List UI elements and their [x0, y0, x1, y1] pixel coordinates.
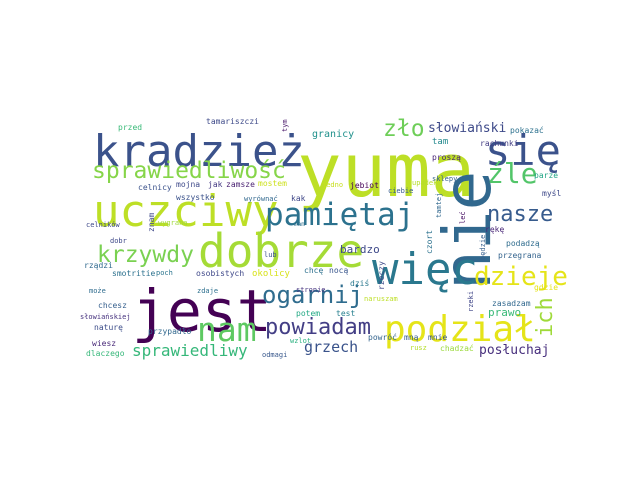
word-ich: ich — [533, 297, 558, 337]
word-parze: parze — [534, 171, 559, 180]
word-stronie: stronie — [296, 286, 326, 294]
word-zamsze: zamsze — [226, 180, 255, 189]
word-sprawiedliwy: sprawiedliwy — [132, 341, 248, 360]
word-reke: rękę — [485, 225, 505, 234]
word-przypadlo: przypadło — [148, 327, 192, 336]
word-podzial: podział — [384, 309, 536, 350]
word-zlo: zło — [383, 116, 425, 142]
word-bardzo: bardzo — [340, 243, 380, 256]
word-czort: czort — [425, 229, 434, 254]
word-jak: jak — [208, 180, 223, 189]
word-pokazac: pokazać — [510, 126, 544, 135]
word-rusz: rusz — [410, 344, 427, 352]
word-podadza: podadzą — [506, 239, 540, 248]
word-yuma: yuma — [297, 128, 476, 214]
word-prosza: proszą — [432, 153, 461, 162]
word-okolicy: okolicy — [252, 269, 290, 279]
word-powiadam: powiadam — [265, 315, 371, 340]
word-chce: chcę — [304, 266, 324, 275]
word-wszystko: wszystko — [176, 193, 215, 202]
word-test: test — [336, 309, 356, 318]
word-noca: nocą — [329, 266, 349, 275]
word-wzlot: wzlot — [290, 337, 312, 345]
word-potem: potem — [296, 309, 321, 318]
word-tamariszczi: tamariszczi — [206, 117, 259, 126]
word-nature: naturę — [94, 323, 123, 332]
word-tamtej: tamtej — [435, 192, 443, 218]
word-granicy: granicy — [312, 129, 355, 140]
word-rzadzi: rządzi — [84, 261, 113, 270]
word-chadzac: chadzać — [440, 344, 474, 353]
word-mnie: mnie — [428, 333, 448, 342]
word-zdaje: zdaje — [197, 287, 219, 295]
word-naruszam: naruszam — [364, 295, 398, 303]
word-jedno: jedno — [322, 181, 344, 189]
word-jebiot: jebiot — [350, 181, 379, 190]
word-pamietaj: pamiętaj — [265, 197, 415, 233]
word-chcesz: chcesz — [98, 301, 127, 310]
word-odmagi: odmagi — [262, 351, 288, 359]
word-bedzie: będzie — [479, 234, 487, 260]
word-nam: nam — [197, 310, 257, 349]
word-dobr: dobr — [110, 237, 127, 245]
word-slowianski: słowiański — [428, 121, 507, 136]
word-znam: znam — [147, 212, 156, 232]
word-upadek: upadek — [412, 179, 438, 187]
word-mam: mam — [294, 221, 305, 228]
word-krzywdy: krzywdy — [97, 242, 194, 268]
word-kak: kak — [291, 194, 306, 203]
word-dlaczego: dlaczego — [86, 349, 125, 358]
word-rachunki: rachunki — [480, 139, 519, 148]
word-tym: tym — [281, 119, 289, 132]
word-sie: się — [485, 126, 561, 175]
word-smotritie: smotritie — [112, 269, 156, 278]
word-mna: mną — [404, 333, 419, 342]
word-rzeczy: rzeczy — [377, 261, 386, 290]
word-wyrownac: wyrównać — [244, 195, 278, 203]
word-mostem: mostem — [258, 179, 287, 188]
word-lec: leć — [459, 211, 467, 224]
word-zasadzam: zasadzam — [492, 299, 531, 308]
word-osobistych: osobistych — [196, 269, 245, 278]
word-powroc: powróć — [368, 333, 397, 342]
word-wygrana: wygrana — [158, 219, 188, 227]
word-zle: źle — [487, 157, 538, 190]
word-moze: może — [89, 287, 106, 295]
word-dzis: dziś — [350, 279, 370, 288]
word-ogarnij: ogarnij — [262, 281, 364, 309]
word-dzieje: dzieje — [474, 262, 568, 292]
word-nasze: nasze — [487, 202, 554, 227]
word-kradziez: kradzież — [93, 126, 305, 177]
word-celnikow: celników — [86, 221, 120, 229]
word-gdzie: gdzie — [534, 283, 559, 292]
word-tam: tam — [432, 137, 449, 147]
word-wiesz: wiesz — [92, 339, 117, 348]
word-grzech: grzech — [304, 338, 359, 356]
word-prawo: prawo — [488, 306, 522, 319]
word-mojna: mojna — [176, 180, 201, 189]
word-celnicy: celnicy — [138, 183, 172, 192]
word-przegrana: przegrana — [498, 251, 542, 260]
word-jest: jest — [132, 277, 272, 345]
word-wiec: więc — [372, 244, 478, 295]
word-poch: poch — [156, 269, 173, 277]
word-ciebie: ciebie — [388, 187, 414, 195]
word-rzeki: rzeki — [467, 290, 475, 312]
word-dobrze: dobrze — [198, 224, 365, 278]
word-posluchaj: posłuchaj — [479, 343, 550, 358]
word-przed: przed — [118, 123, 143, 132]
word-mysl: myśl — [542, 189, 562, 198]
word-lub: lub — [264, 251, 277, 259]
word-sklepy: sklepy — [432, 175, 458, 183]
word-sprawiedliwosc: sprawiedliwość — [92, 158, 286, 184]
word-slowianskiej: słowiańskiej — [80, 313, 131, 321]
word-uczciwy: uczciwy — [93, 186, 279, 237]
